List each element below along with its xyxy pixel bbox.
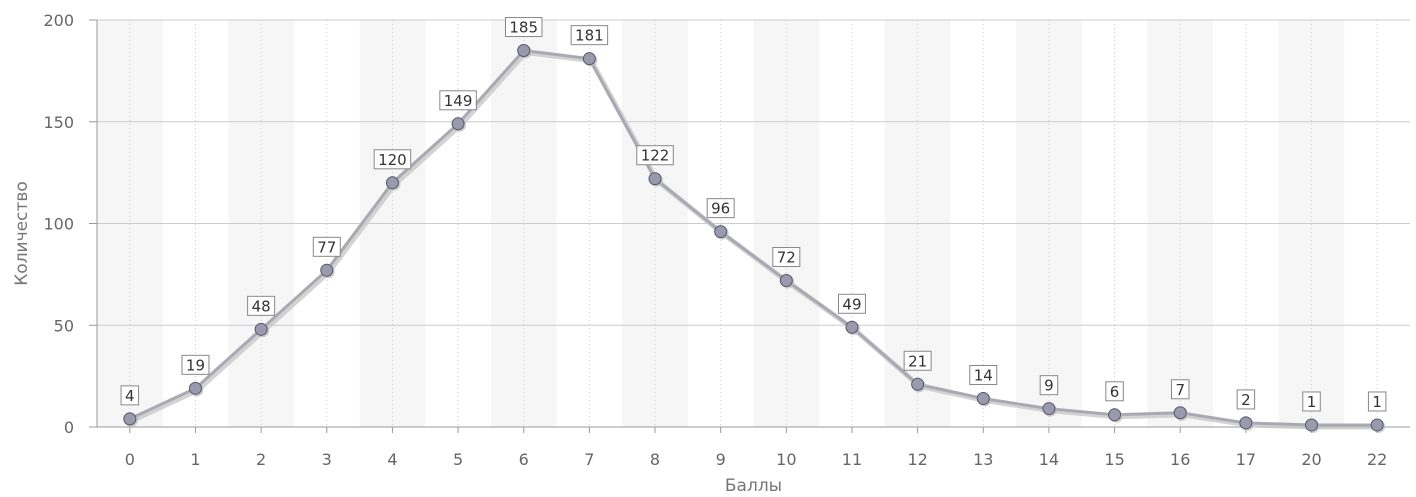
data-point [976, 392, 990, 406]
data-label: 48 [252, 297, 271, 315]
data-point [648, 172, 662, 186]
data-label-box [570, 25, 609, 46]
data-label: 1 [1372, 393, 1382, 411]
x-tick-label: 7 [584, 450, 594, 469]
data-point [582, 52, 596, 66]
data-label: 120 [378, 151, 407, 169]
data-label: 2 [1241, 391, 1251, 409]
x-tick-label: 14 [1039, 450, 1059, 469]
x-tick-label: 22 [1367, 450, 1387, 469]
data-label-box [373, 149, 412, 170]
x-tick-label: 16 [1170, 450, 1190, 469]
data-point [254, 322, 268, 336]
data-point [320, 263, 334, 277]
data-point [845, 320, 859, 334]
data-point [1239, 416, 1253, 430]
data-label-box [247, 295, 276, 316]
x-tick-label: 6 [519, 450, 529, 469]
data-label-box [636, 145, 674, 166]
data-point [1305, 418, 1319, 432]
data-label-box [903, 350, 932, 371]
x-tick-label: 17 [1236, 450, 1256, 469]
x-tick-label: 15 [1104, 450, 1124, 469]
x-tick-label: 4 [387, 450, 397, 469]
data-label: 4 [125, 387, 135, 405]
data-label: 122 [641, 147, 670, 165]
data-point [1042, 402, 1056, 416]
data-label: 1 [1307, 393, 1317, 411]
x-tick-label: 5 [453, 450, 463, 469]
x-tick-label: 9 [716, 450, 726, 469]
x-tick-label: 0 [125, 450, 135, 469]
data-label-box [1236, 389, 1256, 410]
data-point [188, 381, 202, 395]
data-label: 7 [1175, 381, 1185, 399]
data-label-box [1105, 381, 1124, 402]
axes [89, 19, 1410, 433]
x-tick-labels: 0 1 2 3 4 5 6 7 8 9 10 11 12 13 14 15 16 17 20 22 [125, 450, 1388, 469]
y-tick-label: 50 [54, 316, 74, 335]
data-point [714, 225, 728, 239]
data-label: 96 [711, 200, 730, 218]
data-point [517, 44, 531, 58]
data-label: 14 [974, 367, 993, 385]
y-tick-label: 150 [43, 113, 74, 132]
data-label: 9 [1044, 377, 1054, 395]
x-tick-label: 8 [650, 450, 660, 469]
data-point [1173, 406, 1187, 420]
data-label-box [1302, 391, 1321, 412]
data-label-box [504, 17, 543, 38]
data-label-box [1170, 379, 1190, 400]
data-label-box [120, 385, 140, 406]
data-label: 6 [1110, 383, 1120, 401]
data-point [385, 176, 399, 190]
y-tick-label: 200 [43, 11, 74, 30]
data-label-box [1367, 391, 1387, 412]
data-label: 149 [444, 92, 473, 110]
x-tick-label: 13 [973, 450, 993, 469]
x-tick-label: 12 [907, 450, 927, 469]
x-axis-title: Баллы [725, 476, 782, 496]
data-label: 181 [575, 27, 604, 45]
data-label-box [772, 246, 801, 267]
data-point [1108, 408, 1122, 422]
x-tick-label: 3 [322, 450, 332, 469]
data-point [451, 117, 465, 131]
data-points [123, 44, 1386, 433]
data-point [911, 377, 925, 391]
data-label: 19 [186, 356, 205, 374]
data-label-box [439, 90, 477, 111]
y-tick-label: 0 [64, 418, 74, 437]
data-label: 49 [842, 295, 861, 313]
x-tick-label: 20 [1301, 450, 1321, 469]
x-tick-label: 10 [776, 450, 796, 469]
data-point [779, 273, 793, 287]
data-label: 72 [777, 248, 796, 266]
x-tick-label: 11 [842, 450, 862, 469]
data-label: 185 [509, 19, 538, 37]
data-label-box [312, 236, 341, 257]
data-point [123, 412, 137, 426]
data-label-box [1039, 375, 1059, 396]
data-label-box [969, 365, 998, 386]
x-tick-label: 2 [256, 450, 266, 469]
y-tick-labels: 0 50 100 150 200 [43, 11, 74, 437]
data-label: 77 [317, 238, 336, 256]
data-label-box [181, 354, 210, 375]
data-label-box [706, 198, 735, 219]
y-axis-title: Количество [12, 181, 32, 286]
data-label-box [837, 293, 866, 314]
x-tick-label: 1 [190, 450, 200, 469]
data-label: 21 [908, 352, 927, 370]
y-tick-label: 100 [43, 215, 74, 234]
data-point [1370, 418, 1384, 432]
